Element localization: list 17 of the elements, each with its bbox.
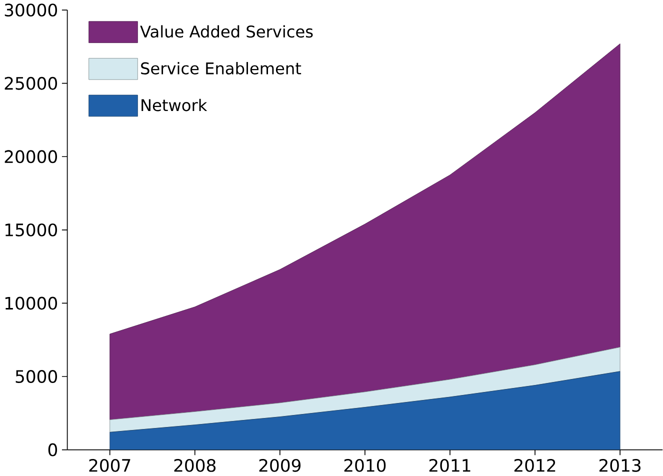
y-tick-label: 0 <box>48 444 58 457</box>
legend-label: Service Enablement <box>141 62 302 75</box>
y-tick-label: 20000 <box>4 150 58 164</box>
x-tick-label: 2013 <box>599 459 640 472</box>
y-tick-label: 15000 <box>5 224 58 237</box>
legend-label: Value Added Services <box>140 25 313 38</box>
x-tick-label: 2012 <box>514 459 556 472</box>
x-tick-label: 2007 <box>89 459 130 472</box>
x-tick-label: 2009 <box>259 459 301 472</box>
legend-label: Network <box>142 99 208 112</box>
y-tick-label: 10000 <box>5 296 58 310</box>
x-tick-label: 2011 <box>429 459 470 472</box>
y-tick-label: 25000 <box>4 77 58 90</box>
y-tick-label: 5000 <box>16 370 58 384</box>
x-tick-label: 2010 <box>344 459 386 472</box>
y-tick-label: 30000 <box>4 4 58 17</box>
x-tick-label: 2008 <box>174 459 216 472</box>
